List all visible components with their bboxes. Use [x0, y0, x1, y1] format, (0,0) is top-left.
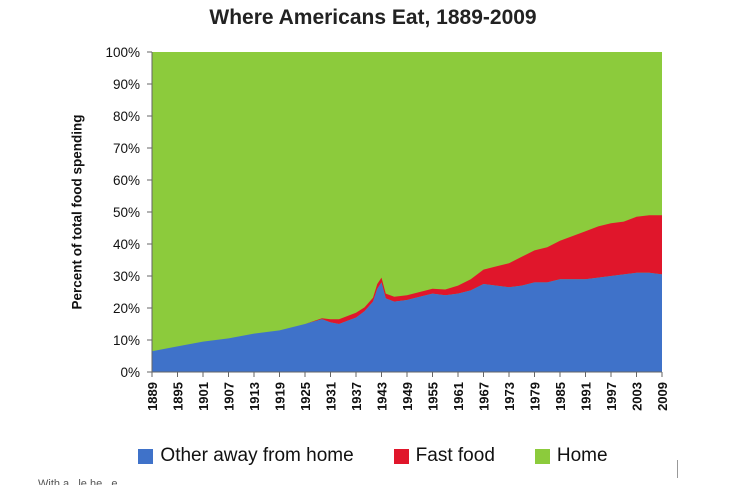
- y-tick-label: 30%: [113, 269, 140, 284]
- x-tick-label: 1913: [247, 382, 262, 411]
- x-tick-label: 1991: [579, 382, 594, 411]
- x-tick-label: 1895: [171, 382, 186, 411]
- x-tick-label: 1889: [145, 382, 160, 411]
- y-tick-label: 60%: [113, 173, 140, 188]
- x-tick-label: 1943: [375, 382, 390, 411]
- legend-label-home: Home: [556, 445, 608, 466]
- legend-item-other: Other away from home: [138, 445, 354, 467]
- y-tick-label: 100%: [105, 45, 140, 60]
- x-tick-label: 1955: [426, 382, 441, 411]
- x-tick-label: 1973: [502, 382, 517, 411]
- legend: Other away from home Fast food Home: [0, 445, 746, 467]
- x-tick-label: 2003: [630, 382, 645, 411]
- x-tick-label: 1949: [400, 382, 415, 411]
- area-layers: [152, 52, 662, 372]
- x-tick-label: 1925: [298, 382, 313, 411]
- y-tick-label: 50%: [113, 205, 140, 220]
- x-tick-label: 2009: [655, 382, 670, 411]
- legend-label-other: Other away from home: [160, 445, 354, 466]
- x-tick-label: 1979: [528, 382, 543, 411]
- legend-swatch-fast-food: [393, 448, 409, 464]
- y-tick-label: 70%: [113, 141, 140, 156]
- area-other-away-from-home: [152, 272, 662, 372]
- legend-swatch-home: [534, 448, 550, 464]
- axes: 0% 10% 20% 30% 40% 50% 60% 70% 80% 90% 100% 1889 189…: [105, 45, 670, 411]
- x-tick-label: 1967: [477, 382, 492, 411]
- y-tick-label: 20%: [113, 301, 140, 316]
- divider-line: [677, 460, 678, 478]
- legend-item-home: Home: [534, 445, 608, 467]
- y-tick-label: 90%: [113, 77, 140, 92]
- legend-item-fast-food: Fast food: [393, 445, 495, 467]
- legend-swatch-other: [138, 448, 154, 464]
- x-tick-label: 1961: [451, 382, 466, 411]
- legend-label-fast-food: Fast food: [415, 445, 495, 466]
- x-tick-label: 1997: [604, 382, 619, 411]
- x-tick-label: 1919: [273, 382, 288, 411]
- y-tick-label: 0%: [120, 365, 140, 380]
- chart-title: Where Americans Eat, 1889-2009: [209, 6, 537, 29]
- x-tick-label: 1901: [196, 382, 211, 411]
- y-tick-label: 80%: [113, 109, 140, 124]
- x-tick-label: 1907: [222, 382, 237, 411]
- x-tick-label: 1985: [553, 382, 568, 411]
- area-fast-food: [152, 215, 662, 352]
- cut-off-caption: With a...le he...e...: [38, 478, 127, 485]
- y-tick-label: 40%: [113, 237, 140, 252]
- y-tick-label: 10%: [113, 333, 140, 348]
- x-tick-label: 1931: [324, 382, 339, 411]
- x-tick-label: 1937: [349, 382, 364, 411]
